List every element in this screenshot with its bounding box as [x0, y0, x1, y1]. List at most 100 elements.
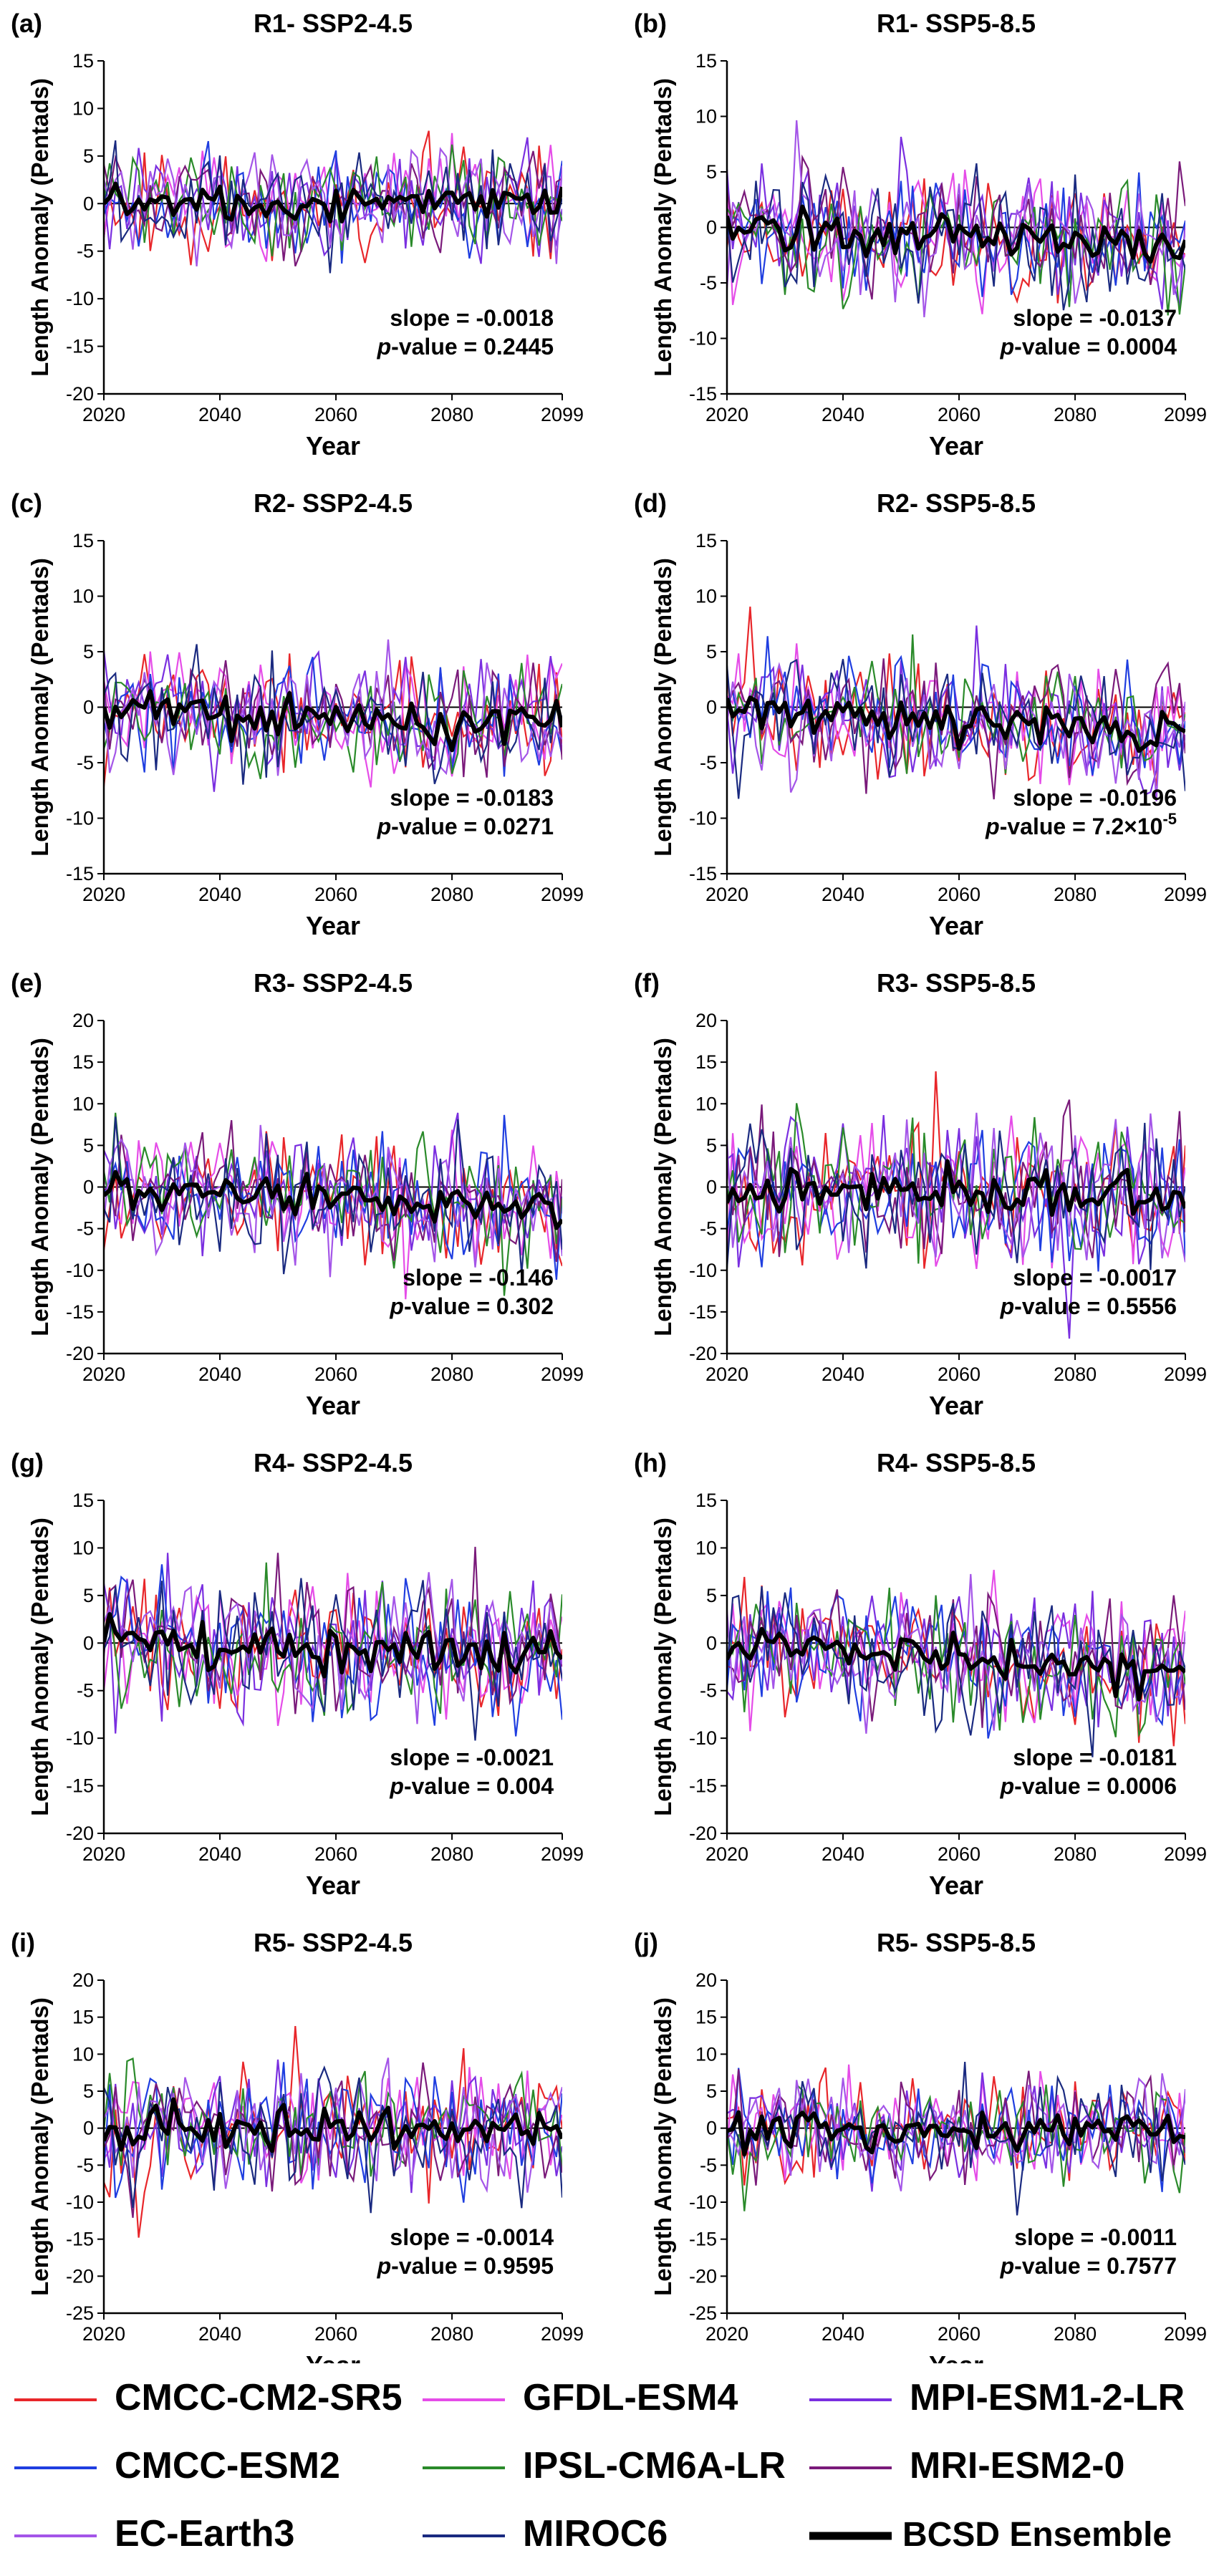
y-tick-label: 15: [695, 530, 717, 551]
x-tick-label: 2020: [705, 2323, 748, 2345]
x-tick-label: 2099: [1164, 1364, 1207, 1385]
x-tick-label: 2020: [705, 1364, 748, 1385]
pvalue-annotation: p-value = 0.302: [389, 1293, 554, 1319]
panel-title: R5- SSP2-4.5: [254, 1928, 413, 1957]
x-tick-label: 2099: [1164, 404, 1207, 425]
y-tick-label: 10: [72, 97, 94, 119]
y-tick-label: 0: [83, 2118, 94, 2139]
series-group: [727, 2062, 1185, 2216]
y-axis-title: Length Anomaly (Pentads): [26, 558, 53, 857]
y-tick-label: 5: [83, 2080, 94, 2102]
y-tick-label: -15: [66, 1301, 94, 1323]
panel-title: R1- SSP2-4.5: [254, 9, 413, 38]
x-tick-label: 2099: [1164, 884, 1207, 905]
pvalue-annotation: p-value = 0.0006: [1000, 1773, 1177, 1799]
x-tick-label: 2099: [1164, 1843, 1207, 1865]
ensemble-line: [727, 204, 1185, 264]
y-tick-label: 15: [695, 50, 717, 72]
y-tick-label: -5: [700, 2154, 717, 2176]
x-axis-title: Year: [929, 1871, 983, 1900]
y-tick-label: 0: [83, 193, 94, 214]
y-tick-label: 20: [72, 1969, 94, 1991]
legend-item: EC-Earth3: [14, 2513, 294, 2555]
legend-label: IPSL-CM6A-LR: [523, 2445, 786, 2486]
model-series-line: [104, 1578, 562, 1741]
pvalue-annotation: p-value = 0.2445: [377, 334, 554, 360]
panel-letter: (d): [634, 488, 667, 518]
y-tick-label: -10: [66, 1260, 94, 1281]
x-tick-label: 2080: [430, 884, 473, 905]
x-tick-label: 2040: [198, 1843, 241, 1865]
x-tick-label: 2080: [1054, 404, 1097, 425]
y-tick-label: -10: [689, 1727, 717, 1749]
x-axis-title: Year: [929, 431, 983, 460]
y-tick-label: -15: [689, 383, 717, 405]
y-tick-label: 15: [72, 1051, 94, 1073]
y-tick-label: -5: [77, 2154, 94, 2176]
ensemble-line: [727, 1159, 1185, 1217]
panel-title: R4- SSP2-4.5: [254, 1448, 413, 1477]
panel-letter: (h): [634, 1448, 667, 1477]
y-tick-label: -5: [77, 752, 94, 773]
x-tick-label: 2040: [822, 1843, 864, 1865]
model-series-line: [104, 644, 562, 785]
pvalue-annotation: p-value = 0.5556: [1000, 1293, 1177, 1319]
x-tick-label: 2080: [1054, 1843, 1097, 1865]
x-tick-label: 2020: [705, 404, 748, 425]
model-series-line: [727, 1103, 1185, 1264]
y-tick-label: 15: [72, 2007, 94, 2028]
model-series-line: [104, 1564, 562, 1737]
x-tick-label: 2080: [1054, 884, 1097, 905]
panel-letter: (b): [634, 9, 667, 38]
panel-title: R3- SSP5-8.5: [877, 968, 1036, 998]
model-series-line: [727, 2062, 1185, 2216]
chart-panel: (a) R1- SSP2-4.5 -20 -15 -10 -5 0 5 10 15 2020 2040…: [11, 9, 584, 460]
legend-label: GFDL-ESM4: [523, 2377, 738, 2418]
y-tick-label: -20: [66, 1343, 94, 1364]
x-tick-label: 2040: [822, 884, 864, 905]
legend-item: CMCC-CM2-SR5: [14, 2377, 403, 2418]
pvalue-annotation: p-value = 7.2×10-5: [985, 810, 1177, 839]
series-group: [104, 1546, 562, 1741]
panel-title: R4- SSP5-8.5: [877, 1448, 1036, 1477]
y-tick-label: 5: [706, 2080, 717, 2102]
y-tick-label: -20: [66, 1823, 94, 1844]
y-tick-label: 10: [72, 1093, 94, 1114]
legend-item: GFDL-ESM4: [423, 2377, 738, 2418]
y-tick-label: 10: [72, 2043, 94, 2065]
y-tick-label: 0: [83, 697, 94, 718]
panel-letter: (j): [634, 1928, 658, 1957]
chart-panel: (j) R5- SSP5-8.5-25-20-15-10-505101520202…: [634, 1928, 1207, 2363]
y-tick-label: -15: [689, 1775, 717, 1797]
y-tick-label: 10: [695, 1093, 717, 1114]
x-tick-label: 2099: [541, 2323, 584, 2345]
y-tick-label: -10: [689, 1260, 717, 1281]
y-tick-label: 5: [706, 1585, 717, 1606]
series-group: [727, 607, 1185, 801]
slope-annotation: slope = -0.0183: [390, 785, 554, 811]
x-tick-label: 2060: [938, 2323, 980, 2345]
y-tick-label: 5: [83, 1134, 94, 1156]
y-axis-title: Length Anomaly (Pentads): [26, 78, 53, 377]
x-tick-label: 2020: [82, 884, 125, 905]
series-group: [727, 1071, 1185, 1339]
y-tick-label: -10: [66, 288, 94, 309]
panel-title: R3- SSP2-4.5: [254, 968, 413, 998]
y-tick-label: 5: [83, 145, 94, 167]
x-tick-label: 2080: [1054, 1364, 1097, 1385]
legend-label: CMCC-ESM2: [115, 2445, 340, 2486]
legend-item: MIROC6: [423, 2513, 668, 2555]
series-group: [104, 2026, 562, 2238]
x-tick-label: 2040: [198, 404, 241, 425]
y-tick-label: -10: [689, 808, 717, 829]
y-tick-label: 15: [695, 1490, 717, 1511]
y-tick-label: -20: [689, 1823, 717, 1844]
x-tick-label: 2020: [82, 404, 125, 425]
x-tick-label: 2060: [314, 1843, 357, 1865]
model-series-line: [727, 1115, 1185, 1339]
pvalue-annotation: p-value = 0.004: [389, 1773, 554, 1799]
x-tick-label: 2060: [938, 1364, 980, 1385]
y-tick-label: 20: [695, 1010, 717, 1031]
